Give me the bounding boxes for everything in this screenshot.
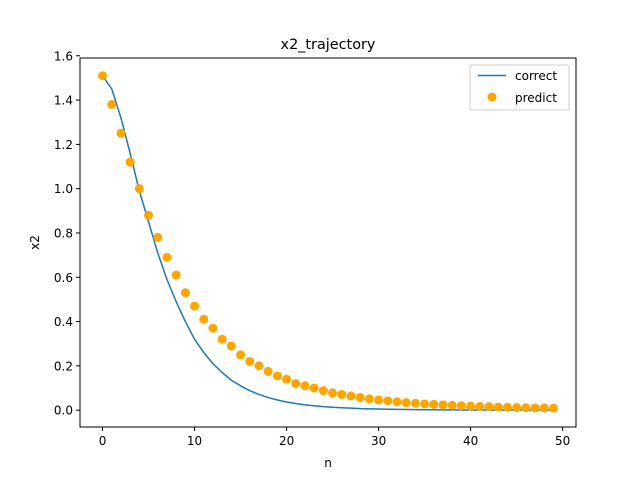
x-axis-label: n: [324, 456, 332, 470]
scatter-point-predict: [254, 361, 264, 371]
scatter-point-predict: [337, 389, 347, 399]
scatter-point-predict: [502, 402, 512, 412]
scatter-point-predict: [125, 157, 135, 167]
scatter-point-predict: [355, 393, 365, 403]
chart-title: x2_trajectory: [281, 37, 376, 53]
y-tick-label: 1.6: [54, 49, 73, 63]
scatter-point-predict: [226, 341, 236, 351]
scatter-point-predict: [374, 395, 384, 405]
y-tick-label: 0.4: [54, 315, 73, 329]
scatter-point-predict: [364, 394, 374, 404]
scatter-point-predict: [392, 397, 402, 407]
y-tick-label: 0.2: [54, 359, 73, 373]
scatter-point-predict: [420, 399, 430, 409]
series-layer: [98, 71, 558, 413]
scatter-point-predict: [116, 128, 126, 138]
y-tick-label: 0.6: [54, 271, 73, 285]
scatter-point-predict: [475, 401, 485, 411]
scatter-point-predict: [282, 374, 292, 384]
y-tick-label: 0.0: [54, 404, 73, 418]
y-tick-label: 0.8: [54, 226, 73, 240]
legend-label-predict: predict: [515, 91, 557, 105]
x-tick-label: 0: [99, 434, 107, 448]
scatter-point-predict: [512, 403, 522, 413]
plot-frame: [79, 57, 577, 428]
scatter-point-predict: [539, 403, 549, 413]
scatter-point-predict: [272, 371, 282, 381]
y-tick-label: 1.0: [54, 182, 73, 196]
scatter-point-predict: [236, 350, 246, 360]
scatter-point-predict: [466, 401, 476, 411]
scatter-point-predict: [217, 334, 227, 344]
scatter-point-predict: [153, 232, 163, 242]
scatter-point-predict: [484, 402, 494, 412]
scatter-point-predict: [162, 252, 172, 262]
scatter-point-predict: [190, 301, 200, 311]
ticks-layer: 0 10 20 30 40 50 0.0 0.2 0.4 0.6 0.8 1.0 1.2 1.4 1.6: [54, 49, 570, 448]
x-tick-label: 50: [555, 434, 570, 448]
scatter-point-predict: [346, 391, 356, 401]
scatter-point-predict: [134, 184, 144, 194]
scatter-point-predict: [98, 71, 108, 81]
scatter-point-predict: [300, 381, 310, 391]
legend-marker-predict: [487, 92, 497, 102]
scatter-point-predict: [447, 400, 457, 410]
scatter-point-predict: [493, 402, 503, 412]
scatter-point-predict: [530, 403, 540, 413]
scatter-point-predict: [410, 398, 420, 408]
scatter-point-predict: [208, 323, 218, 333]
x-tick-label: 40: [463, 434, 478, 448]
scatter-point-predict: [318, 386, 328, 396]
scatter-point-predict: [548, 403, 558, 413]
y-tick-label: 1.2: [54, 138, 73, 152]
scatter-point-predict: [401, 398, 411, 408]
scatter-point-predict: [144, 210, 154, 220]
scatter-point-predict: [521, 403, 531, 413]
scatter-point-predict: [263, 366, 273, 376]
scatter-point-predict: [328, 388, 338, 398]
scatter-point-predict: [291, 379, 301, 389]
scatter-point-predict: [199, 314, 209, 324]
scatter-point-predict: [171, 270, 181, 280]
y-tick-label: 1.4: [54, 94, 73, 108]
scatter-point-predict: [429, 399, 439, 409]
scatter-point-predict: [107, 100, 117, 110]
scatter-point-predict: [456, 401, 466, 411]
scatter-point-predict: [180, 288, 190, 298]
scatter-point-predict: [245, 356, 255, 366]
legend: correct predict: [469, 64, 570, 111]
x-tick-label: 20: [279, 434, 294, 448]
x-tick-label: 30: [371, 434, 386, 448]
legend-label-correct: correct: [515, 69, 557, 83]
scatter-point-predict: [383, 396, 393, 406]
x-tick-label: 10: [187, 434, 202, 448]
y-axis-label: x2: [28, 235, 42, 250]
scatter-point-predict: [309, 383, 319, 393]
scatter-point-predict: [438, 400, 448, 410]
